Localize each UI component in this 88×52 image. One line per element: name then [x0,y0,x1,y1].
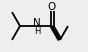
Text: O: O [48,2,56,12]
Text: N: N [33,18,40,28]
Text: H: H [34,27,41,36]
